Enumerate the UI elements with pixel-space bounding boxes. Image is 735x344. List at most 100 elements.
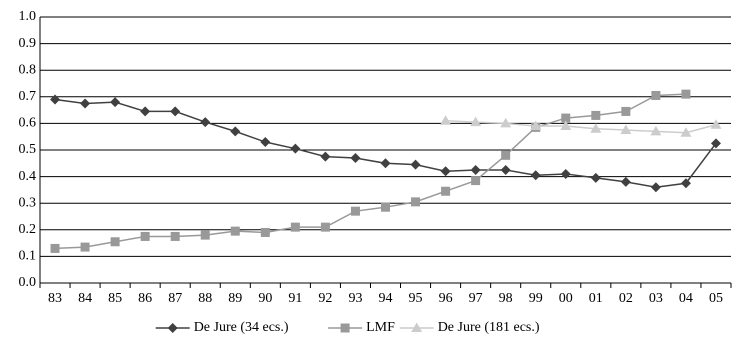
marker (80, 98, 91, 109)
marker (621, 106, 631, 116)
marker (340, 323, 350, 333)
marker (650, 125, 662, 136)
legend-label: LMF (366, 320, 395, 335)
y-tick-label: 0.1 (19, 249, 37, 264)
marker (651, 90, 661, 100)
series-line (445, 119, 717, 134)
x-tick-label: 85 (108, 291, 122, 306)
marker (200, 230, 210, 240)
marker (710, 138, 721, 149)
marker (680, 178, 691, 189)
marker (590, 123, 602, 133)
y-tick-label: 0.0 (19, 275, 37, 290)
y-tick-label: 0.9 (19, 36, 37, 51)
marker (140, 231, 150, 241)
x-tick-label: 94 (379, 291, 393, 306)
marker (380, 158, 391, 169)
marker (381, 202, 390, 212)
x-tick-label: 00 (559, 291, 573, 306)
marker (560, 120, 572, 131)
marker (80, 242, 90, 252)
x-tick-label: 05 (709, 291, 723, 306)
marker (441, 186, 451, 196)
marker (500, 164, 511, 175)
marker (710, 119, 722, 129)
y-tick-label: 0.3 (19, 195, 37, 210)
marker (530, 170, 541, 181)
y-tick-label: 0.8 (19, 62, 37, 77)
y-tick-label: 0.6 (19, 116, 37, 131)
y-tick-label: 0.2 (19, 222, 37, 237)
x-tick-label: 03 (649, 291, 663, 306)
x-tick-label: 84 (78, 291, 92, 306)
x-tick-label: 93 (348, 291, 362, 306)
marker (650, 182, 661, 193)
marker (591, 110, 601, 120)
marker (350, 152, 361, 163)
x-tick-label: 97 (469, 291, 483, 306)
marker (440, 166, 451, 177)
marker (230, 126, 241, 137)
y-tick-label: 0.4 (19, 169, 37, 184)
marker (260, 137, 271, 148)
marker (50, 243, 60, 253)
x-tick-label: 91 (288, 291, 302, 306)
marker (140, 106, 151, 117)
x-tick-label: 02 (619, 291, 633, 306)
marker (500, 117, 512, 128)
x-tick-label: 86 (138, 291, 152, 306)
x-tick-label: 92 (318, 291, 332, 306)
marker (561, 113, 571, 123)
marker (110, 237, 120, 247)
legend-item: De Jure (181 ecs.) (399, 320, 540, 335)
x-tick-label: 95 (409, 291, 423, 306)
x-tick-label: 88 (198, 291, 212, 306)
marker (410, 159, 421, 170)
marker (411, 197, 421, 207)
marker (50, 94, 61, 105)
marker (260, 227, 270, 237)
marker (170, 231, 180, 241)
marker (590, 172, 601, 183)
x-tick-label: 87 (168, 291, 182, 306)
marker (470, 164, 481, 175)
x-tick-label: 04 (679, 291, 693, 306)
marker (530, 120, 542, 131)
y-tick-label: 0.5 (19, 142, 37, 157)
marker (681, 89, 691, 99)
marker (320, 151, 331, 162)
marker (290, 143, 301, 154)
marker (680, 127, 692, 137)
series-line (54, 93, 686, 250)
x-tick-label: 98 (499, 291, 513, 306)
x-tick-label: 89 (228, 291, 242, 306)
marker (320, 222, 330, 232)
legend-item: LMF (328, 320, 395, 335)
marker (167, 323, 178, 333)
x-tick-label: 01 (589, 291, 603, 306)
marker (200, 117, 211, 128)
marker (501, 150, 511, 160)
y-tick-label: 0.7 (19, 89, 37, 104)
legend-label: De Jure (181 ecs.) (438, 320, 540, 335)
marker (471, 176, 481, 186)
marker (411, 322, 423, 332)
marker (620, 124, 632, 135)
legend-label: De Jure (34 ecs.) (194, 320, 289, 335)
marker (470, 116, 482, 127)
legend-item: De Jure (34 ecs.) (155, 320, 289, 335)
x-tick-label: 90 (258, 291, 272, 306)
x-tick-label: 96 (439, 291, 453, 306)
marker (440, 115, 452, 125)
marker (170, 106, 181, 117)
y-tick-label: 1.0 (19, 9, 37, 24)
x-tick-label: 83 (48, 291, 62, 306)
marker (110, 97, 121, 108)
marker (290, 222, 300, 232)
marker (620, 176, 631, 187)
marker (560, 168, 571, 179)
marker (350, 206, 360, 216)
marker (230, 226, 240, 236)
x-tick-label: 99 (529, 291, 543, 306)
